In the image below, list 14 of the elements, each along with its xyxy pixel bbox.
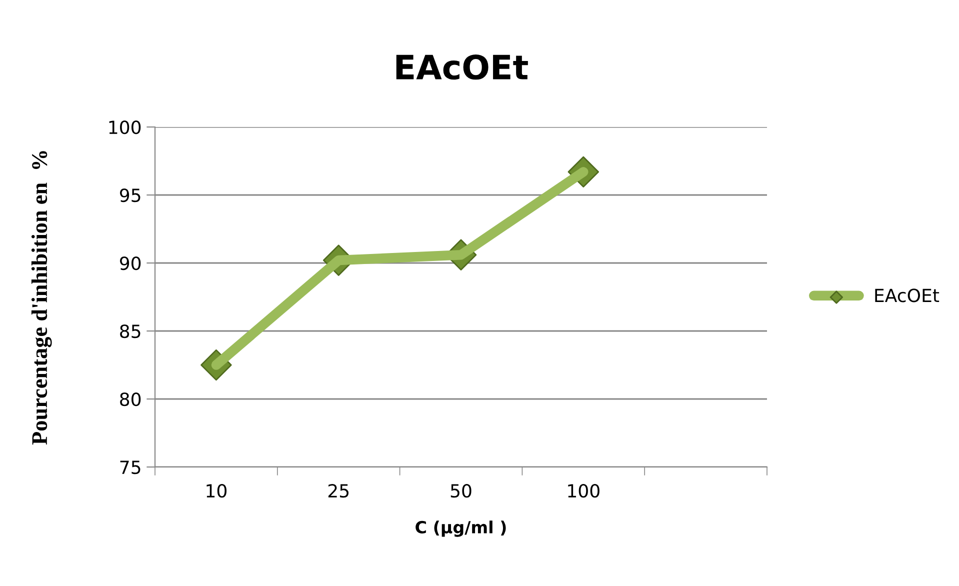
y-tick-label: 85 [120, 324, 140, 338]
x-axis-title: C (µg/ml ) [416, 520, 506, 537]
x-tick-label: 50 [450, 484, 472, 498]
y-tick-label: 80 [120, 392, 141, 406]
x-tick-label: 100 [568, 484, 600, 498]
y-axis-title: Pourcentage d'inhibition en % [31, 151, 52, 445]
legend-label: EAcOEt [875, 288, 940, 302]
x-tick-label: 10 [206, 484, 226, 498]
x-tick-label: 25 [328, 484, 349, 498]
chart-title: EAcOEt [396, 54, 528, 80]
y-tick-label: 75 [120, 460, 140, 474]
y-tick-label: 90 [120, 256, 141, 270]
y-tick-label: 100 [109, 120, 141, 134]
y-tick-label: 95 [120, 188, 140, 202]
